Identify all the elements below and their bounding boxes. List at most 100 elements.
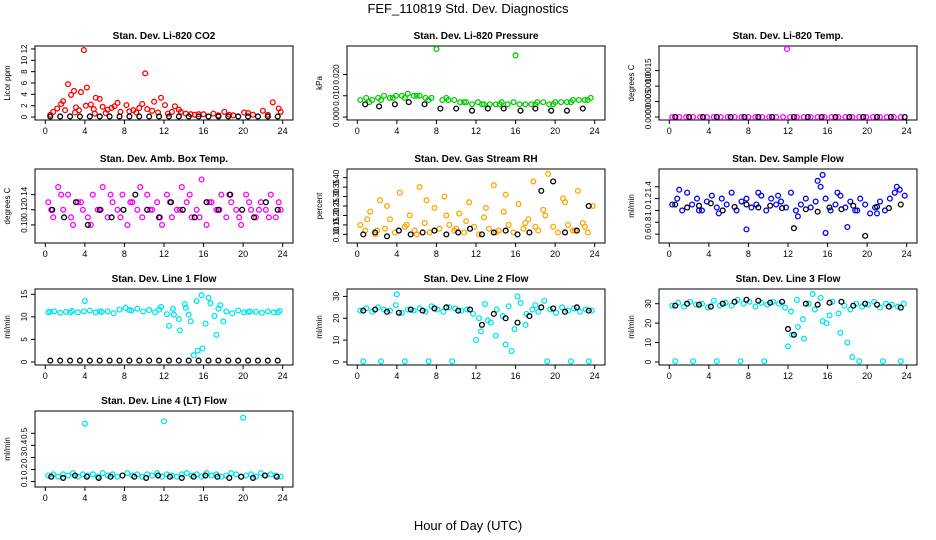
data-point-s1: [794, 323, 801, 331]
data-point-s1: [190, 352, 197, 359]
data-point-s1: [540, 99, 547, 106]
data-point-s2: [790, 225, 797, 232]
data-point-s1: [669, 201, 676, 208]
x-tick-label: 24: [278, 371, 288, 381]
data-point-s2: [76, 113, 83, 120]
data-point-s1: [690, 358, 697, 365]
data-point-s1: [198, 176, 205, 183]
y-tick-label: 10: [20, 312, 29, 321]
data-point-s1: [63, 308, 70, 315]
chart-panel-2: Stan. Dev. Li-820 Pressure kPa 0 4 8 12 16 20 24…: [315, 31, 606, 136]
data-point-s1: [94, 206, 101, 213]
data-point-s1: [893, 183, 900, 190]
y-tick-label: 6: [20, 80, 29, 85]
data-point-s2: [235, 113, 242, 120]
data-point-s1: [441, 193, 448, 200]
x-tick-label: 16: [823, 249, 833, 259]
y-tick-label: 0.30: [332, 188, 341, 204]
data-point-s1: [511, 326, 518, 333]
y-axis-label: Licor ppm: [3, 65, 12, 100]
data-point-s1: [581, 223, 588, 230]
x-tick-label: 16: [511, 126, 521, 136]
data-point-s1: [857, 195, 864, 202]
x-tick-label: 20: [862, 249, 872, 259]
data-point-s2: [437, 105, 444, 112]
y-tick-label: 12: [20, 44, 29, 53]
data-point-s2: [407, 306, 414, 313]
x-tick-label: 0: [355, 249, 360, 259]
data-point-s1: [158, 221, 166, 228]
data-point-s1: [876, 198, 884, 205]
data-point-s2: [383, 233, 391, 240]
data-point-s1: [170, 311, 177, 318]
data-point-s2: [802, 300, 809, 307]
plot-frame: [658, 45, 918, 121]
data-point-s2: [755, 297, 762, 304]
x-tick-label: 24: [902, 249, 912, 259]
data-point-s1: [582, 306, 589, 313]
data-point-s1: [81, 420, 88, 427]
data-point-s2: [84, 221, 91, 228]
data-point-s2: [526, 229, 533, 236]
data-point-s2: [713, 113, 720, 121]
data-point-s1: [870, 113, 877, 121]
data-point-s2: [106, 113, 113, 120]
data-point-s2: [860, 113, 867, 121]
data-point-s2: [226, 474, 233, 481]
data-point-s1: [482, 204, 489, 211]
y-tick-label: 0: [20, 359, 29, 364]
x-tick-label: 20: [238, 371, 248, 381]
data-point-s1: [55, 473, 62, 480]
data-point-s2: [166, 473, 173, 480]
data-point-s2: [156, 357, 163, 364]
data-point-s1: [228, 199, 235, 206]
data-point-s2: [490, 310, 497, 317]
data-point-s1: [724, 113, 731, 121]
data-point-s1: [96, 308, 103, 315]
data-point-s1: [422, 308, 429, 315]
data-point-s2: [672, 201, 679, 208]
data-point-s1: [737, 358, 744, 365]
data-point-s1: [844, 339, 851, 346]
data-point-s1: [698, 300, 706, 307]
x-tick-label: 24: [590, 126, 600, 136]
x-tick-label: 0: [667, 371, 672, 381]
data-point-s2: [175, 113, 182, 120]
data-point-s1: [480, 214, 487, 221]
data-point-s1: [156, 306, 163, 313]
data-point-s1: [403, 221, 410, 228]
data-point-s1: [574, 187, 581, 194]
x-tick-label: 4: [706, 249, 711, 259]
data-point-s2: [205, 357, 212, 364]
data-point-s1: [398, 309, 405, 316]
data-point-s1: [778, 198, 785, 205]
data-point-s1: [512, 52, 519, 59]
x-tick-label: 4: [82, 249, 87, 259]
data-point-s1: [743, 226, 750, 233]
data-point-s1: [67, 214, 75, 221]
y-tick-label: 4: [20, 92, 29, 97]
data-point-s1: [378, 96, 385, 104]
data-point-s1: [458, 307, 465, 314]
data-point-s1: [799, 316, 806, 323]
data-point-s2: [573, 227, 580, 234]
data-point-s1: [469, 310, 477, 317]
data-point-s2: [699, 113, 706, 121]
data-point-s1: [243, 191, 250, 198]
data-point-s1: [759, 113, 766, 121]
y-tick-label: 2: [20, 103, 29, 108]
x-tick-label: 20: [550, 249, 560, 259]
data-point-s1: [249, 111, 257, 118]
data-point-s2: [273, 473, 280, 480]
y-tick-label: 0.20: [332, 207, 341, 223]
data-point-s1: [828, 113, 835, 121]
data-point-s2: [274, 357, 281, 364]
data-point-s1: [475, 315, 483, 322]
data-point-s1: [440, 308, 447, 315]
data-point-s1: [793, 296, 800, 303]
data-point-s1: [672, 358, 679, 365]
data-point-s1: [738, 198, 745, 205]
data-point-s1: [136, 104, 143, 112]
x-tick-label: 4: [82, 371, 87, 381]
